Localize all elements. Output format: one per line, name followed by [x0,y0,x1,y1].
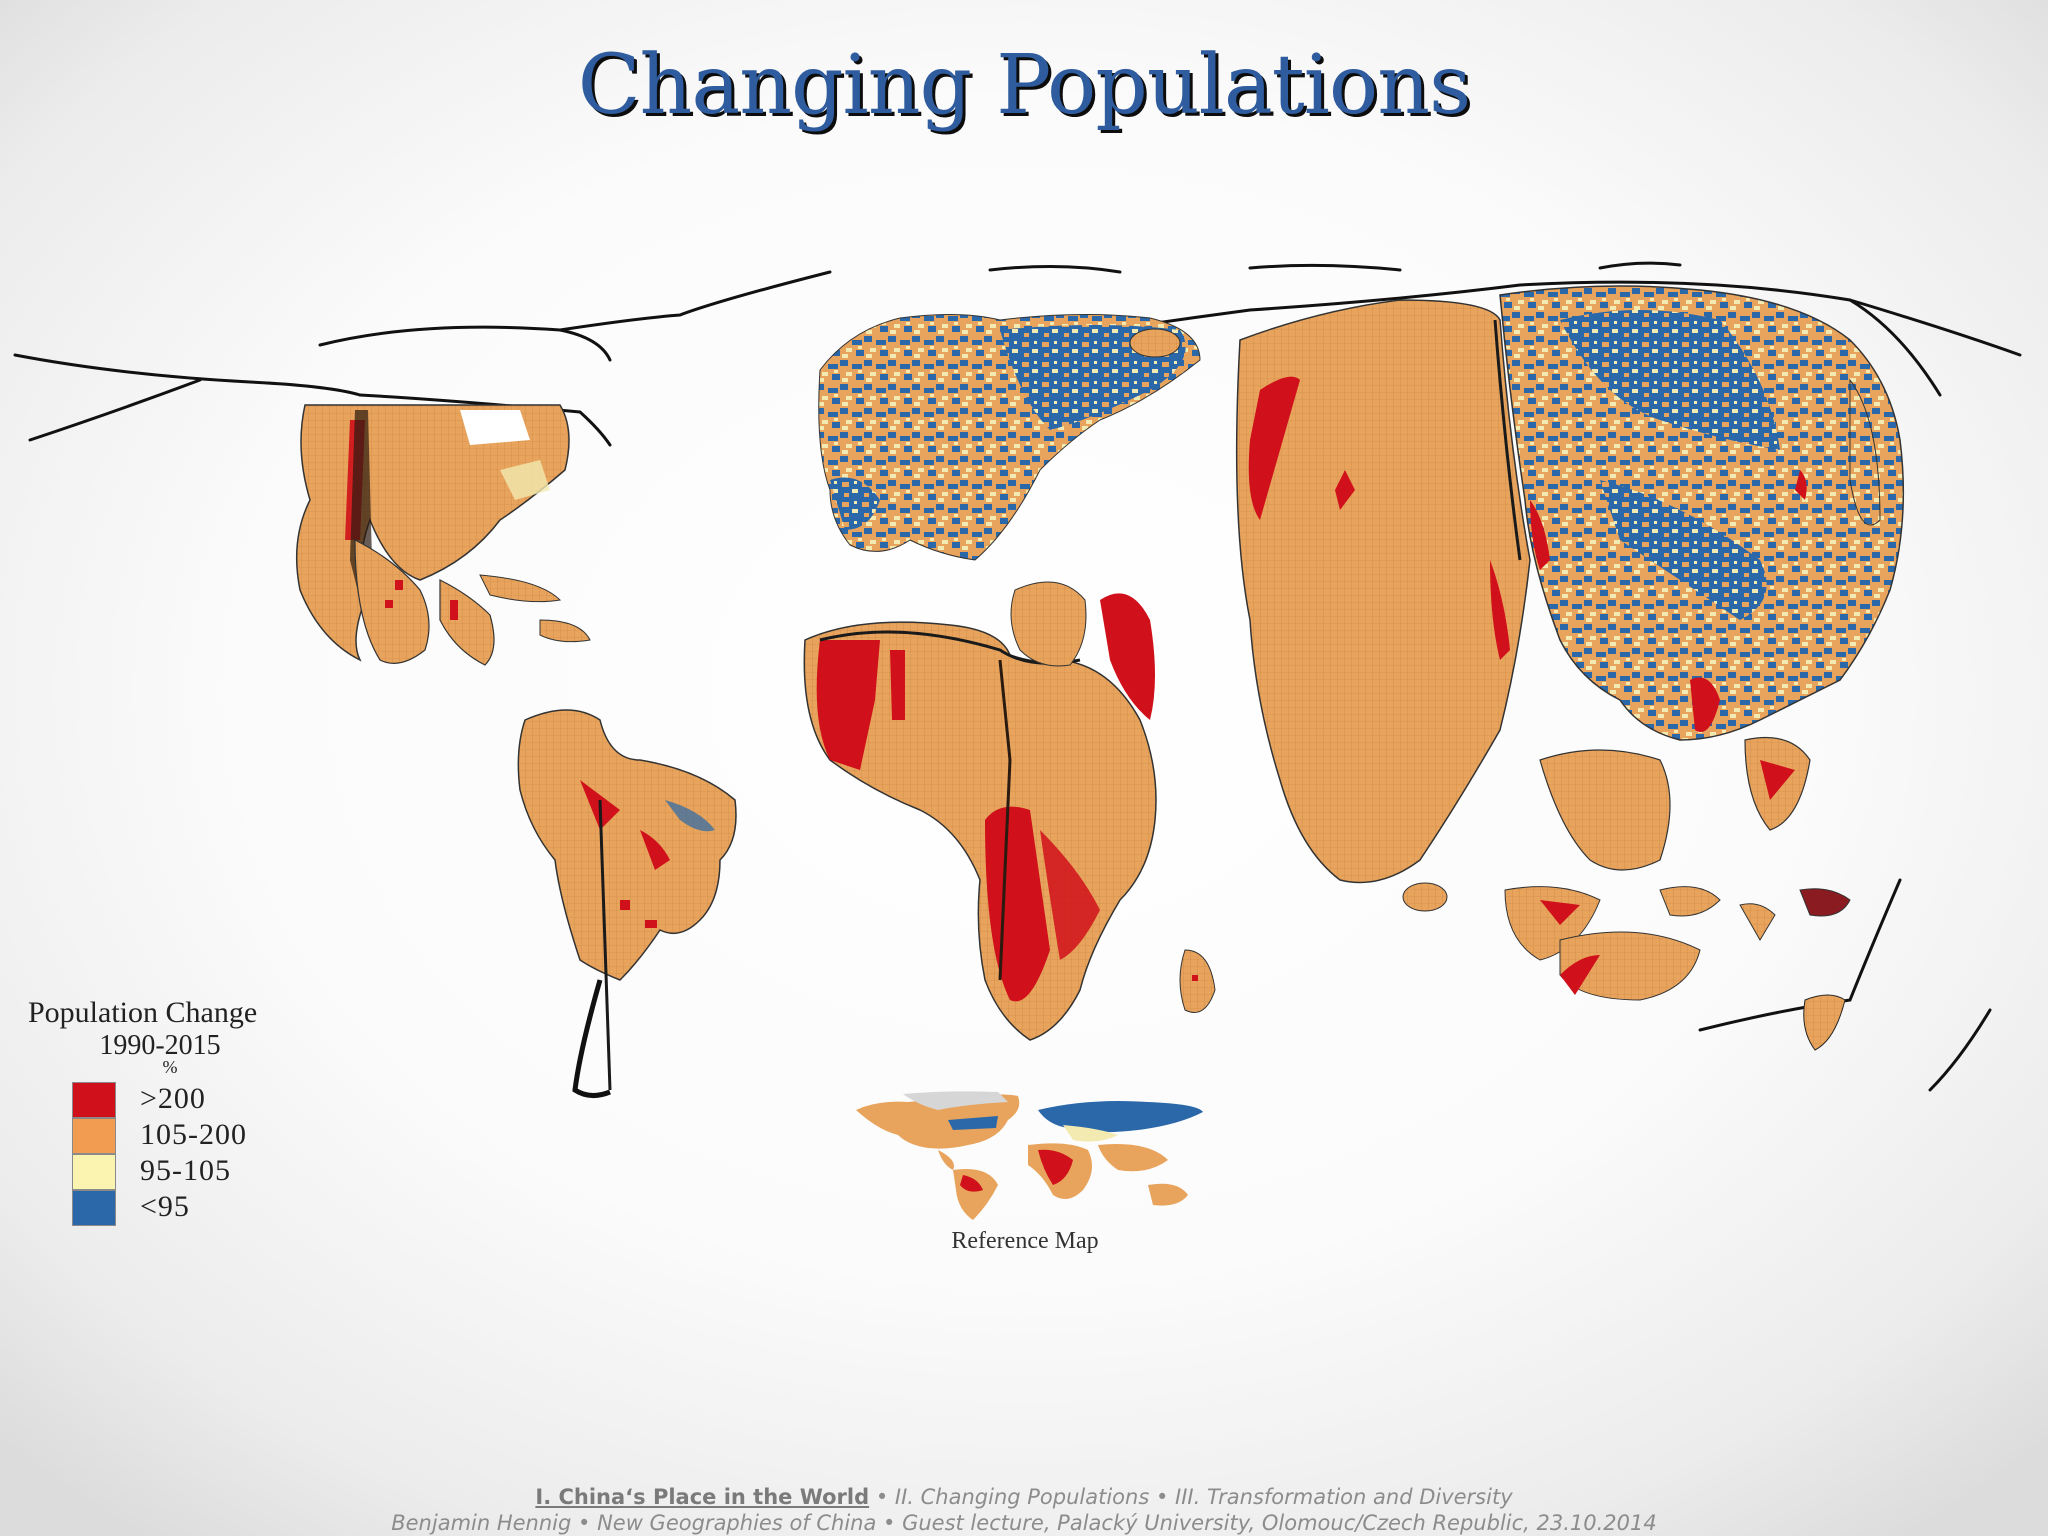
legend-unit: % [162,1057,178,1077]
region-middle-east [1010,581,1087,667]
footer-navigation: I. China‘s Place in the World • II. Chan… [0,1485,2048,1509]
legend-label-under-95: <95 [140,1190,190,1223]
region-central-america [354,539,591,666]
region-south-asia [1235,299,1531,912]
region-europe [818,313,1201,561]
slide-title: Changing Populations [577,38,1471,133]
footer-nav-item-china-place[interactable]: I. China‘s Place in the World [535,1485,870,1509]
reference-map [856,1091,1203,1220]
footer-separator: • [1149,1485,1176,1509]
legend-period: 1990-2015 [99,1030,221,1061]
footer-separator: • [869,1485,895,1509]
region-oceania [1803,994,1846,1051]
region-east-asia [1499,285,1905,741]
footer-credit: Benjamin Hennig • New Geographies of Chi… [391,1511,1657,1535]
footer-nav-item-transformation[interactable]: III. Transformation and Diversity [1175,1485,1513,1509]
population-cartogram-map [13,261,2022,1098]
legend-swatch-95-105 [72,1154,116,1190]
region-north-america [295,404,570,662]
region-southeast-asia [1504,736,1851,1001]
legend-swatch-over-200 [72,1082,116,1118]
legend-label-95-105: 95-105 [140,1154,231,1187]
legend-label-over-200: >200 [140,1082,206,1115]
region-south-america [517,709,737,1098]
region-africa [803,593,1216,1041]
reference-map-label: Reference Map [951,1228,1099,1254]
legend-swatch-105-200 [72,1118,116,1154]
legend-swatch-under-95 [72,1190,116,1226]
footer-nav-item-changing-populations[interactable]: II. Changing Populations [894,1485,1150,1509]
legend-swatches [72,1082,116,1226]
legend-title: Population Change [28,996,258,1029]
legend-label-105-200: 105-200 [140,1118,247,1151]
